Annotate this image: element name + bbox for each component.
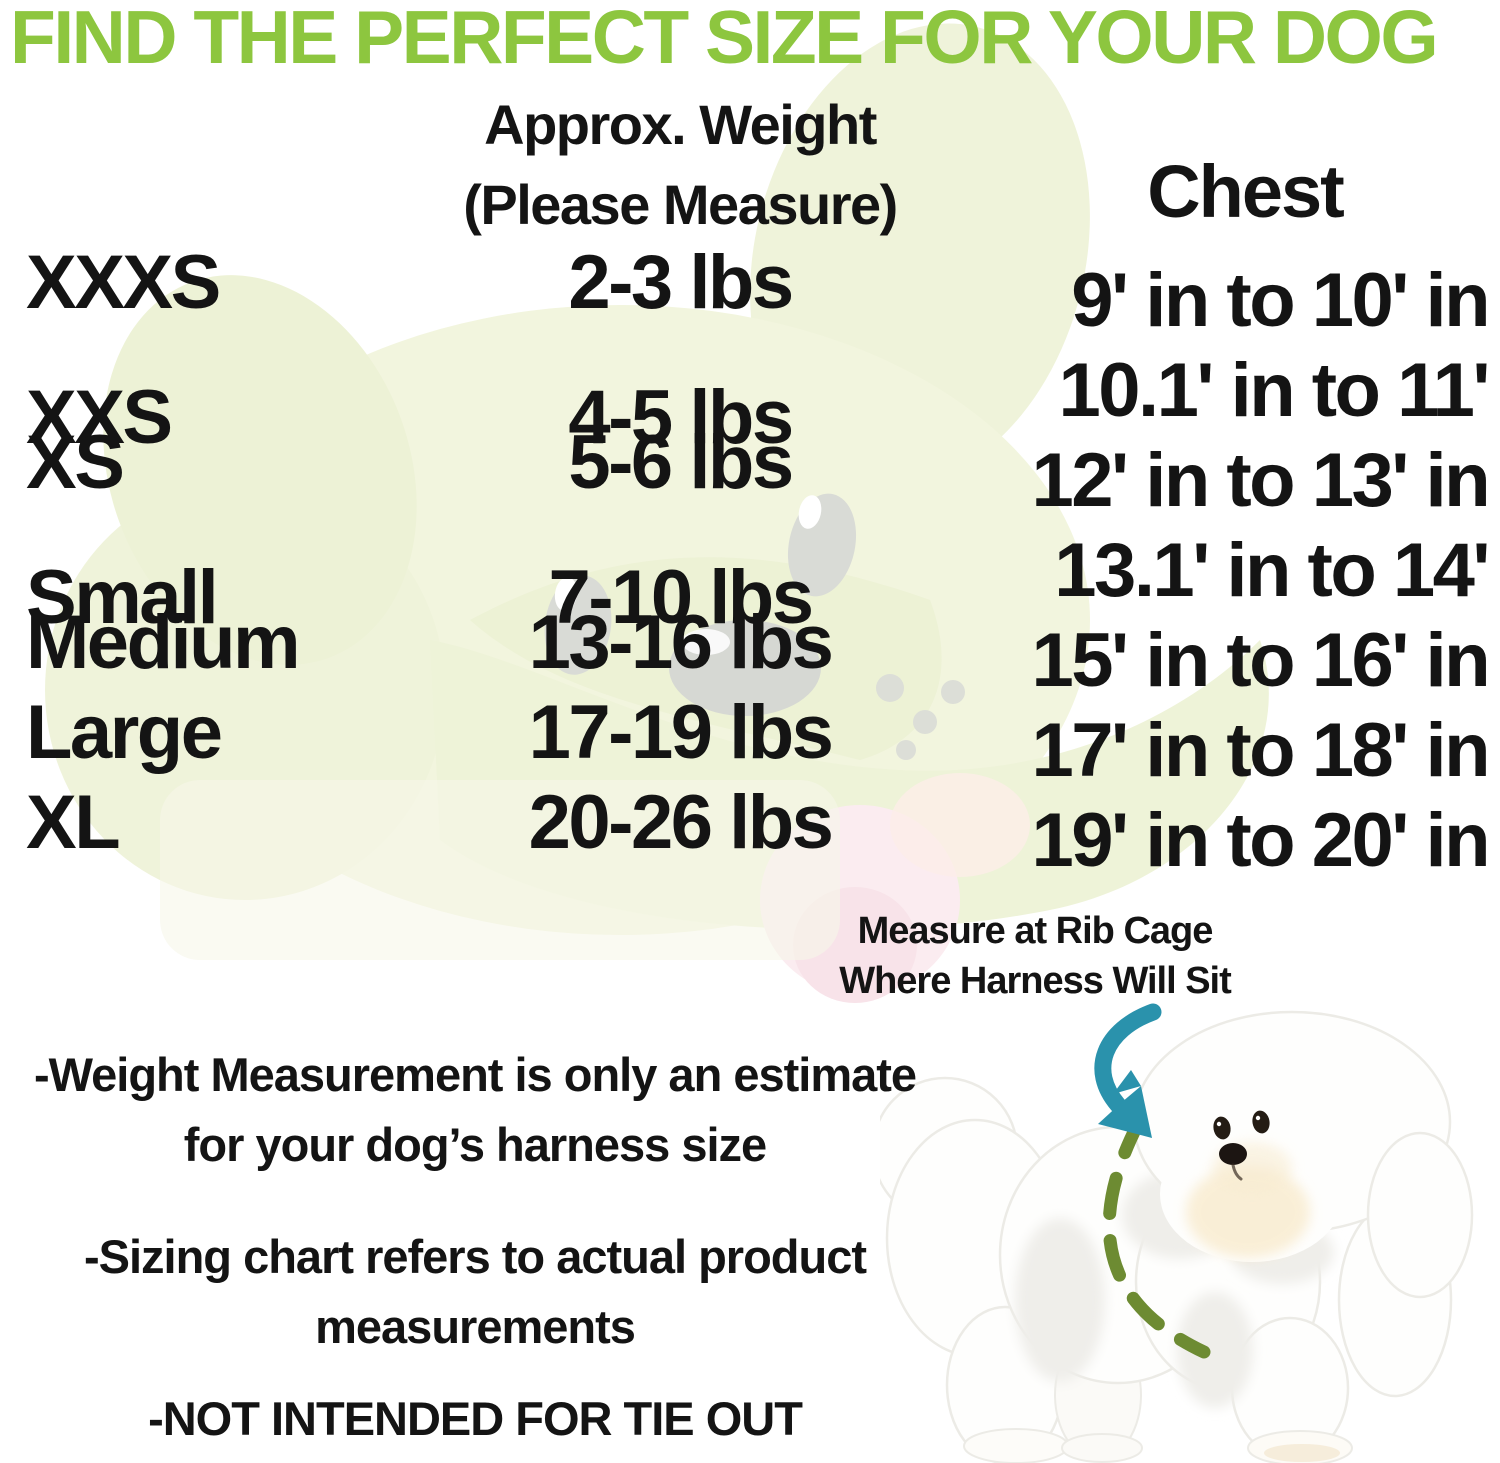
- weight-column-header-line2: (Please Measure): [463, 173, 898, 236]
- note-line: -Weight Measurement is only an estimate: [33, 1048, 917, 1101]
- table-row: XL 20-26 lbs 19' in to 20' in: [0, 778, 1500, 883]
- note-line: -Sizing chart refers to actual product: [83, 1230, 867, 1283]
- measure-annotation: Measure at Rib Cage Where Harness Will S…: [800, 906, 1270, 1006]
- chest-value: 9' in to 10' in: [1071, 258, 1490, 343]
- size-label: Medium: [26, 600, 301, 685]
- weight-value: 20-26 lbs: [528, 780, 834, 865]
- weight-value: 17-19 lbs: [528, 690, 834, 775]
- table-row: XXXS 2-3 lbs 9' in to 10' in: [0, 238, 1500, 343]
- note-product-measurements: -Sizing chart refers to actual product m…: [0, 1222, 950, 1362]
- dog-eyes: [1213, 1110, 1270, 1140]
- chest-value: 17' in to 18' in: [1031, 708, 1491, 793]
- chest-value: 15' in to 16' in: [1031, 618, 1491, 703]
- chest-value: 19' in to 20' in: [1031, 798, 1491, 883]
- chest-value: 13.1' in to 14' in: [1054, 528, 1490, 703]
- chest-column-header: Chest: [1147, 150, 1345, 233]
- note-line: for your dog’s harness size: [183, 1118, 767, 1171]
- measure-arrow-icon: [1094, 1003, 1162, 1138]
- table-row: Large 17-19 lbs 17' in to 18' in: [0, 688, 1500, 793]
- chest-value: 12' in to 13' in: [1031, 438, 1491, 523]
- weight-value: 2-3 lbs: [568, 240, 794, 325]
- bichon-dog-illustration: [880, 1010, 1474, 1463]
- weight-column-header-line1: Approx. Weight: [484, 93, 877, 156]
- weight-value: 5-6 lbs: [568, 420, 794, 505]
- size-label: XXS: [26, 375, 173, 460]
- table-row: Small 7-10 lbs 13.1' in to 14' in: [0, 508, 1500, 703]
- page-title: FIND THE PERFECT SIZE FOR YOUR DOG: [10, 0, 1439, 79]
- dog-photo: [880, 1003, 1474, 1463]
- note-weight-estimate: -Weight Measurement is only an estimate …: [0, 1040, 950, 1180]
- weight-value: 4-5 lbs: [568, 375, 794, 460]
- size-table: XXXS 2-3 lbs 9' in to 10' in XXS 4-5 lbs…: [0, 238, 1500, 883]
- table-row: XXS 4-5 lbs 10.1' in to 11' in: [0, 328, 1500, 523]
- note-line: measurements: [315, 1300, 636, 1353]
- size-label: XL: [26, 780, 121, 865]
- note-not-for-tie-out: -NOT INTENDED FOR TIE OUT: [0, 1384, 950, 1454]
- size-label: Small: [26, 555, 219, 640]
- table-row: XS 5-6 lbs 12' in to 13' in: [0, 418, 1500, 523]
- size-label: XXXS: [26, 240, 221, 325]
- table-row: Medium 13-16 lbs 15' in to 16' in: [0, 598, 1500, 703]
- measure-annotation-line1: Measure at Rib Cage: [857, 910, 1214, 952]
- weight-value: 7-10 lbs: [548, 555, 814, 640]
- measure-annotation-line2: Where Harness Will Sit: [839, 960, 1232, 1002]
- note-line: -NOT INTENDED FOR TIE OUT: [148, 1392, 803, 1445]
- size-label: Large: [26, 690, 223, 775]
- size-label: XS: [26, 420, 125, 505]
- chest-value: 10.1' in to 11' in: [1058, 348, 1490, 523]
- dog-nose: [1219, 1143, 1247, 1181]
- weight-value: 13-16 lbs: [528, 600, 834, 685]
- chest-measure-dashed-line: [1102, 1113, 1211, 1359]
